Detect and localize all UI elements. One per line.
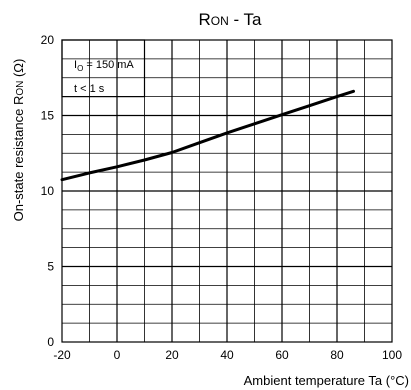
y-axis-label: On-state resistance RON (Ω) bbox=[11, 59, 26, 222]
chart-title: RON - Ta bbox=[198, 10, 262, 29]
x-tick-label: 20 bbox=[165, 348, 179, 362]
y-tick-label: 10 bbox=[41, 184, 55, 198]
x-tick-label: 0 bbox=[114, 348, 121, 362]
x-axis-label: Ambient temperature Ta (°C) bbox=[244, 373, 409, 388]
y-tick-label: 20 bbox=[41, 33, 55, 47]
y-tick-label: 0 bbox=[47, 335, 54, 349]
x-tick-label: 60 bbox=[275, 348, 289, 362]
grid-lines bbox=[62, 40, 392, 342]
annotation-current: IO = 150 mA bbox=[74, 59, 134, 73]
x-tick-label: -20 bbox=[53, 348, 71, 362]
series-line bbox=[60, 89, 355, 182]
x-tick-label: 80 bbox=[330, 348, 344, 362]
y-tick-label: 15 bbox=[41, 109, 55, 123]
plot-frame bbox=[61, 39, 393, 343]
y-tick-label: 5 bbox=[47, 260, 54, 274]
x-tick-label: 100 bbox=[382, 348, 402, 362]
x-tick-label: 40 bbox=[220, 348, 234, 362]
annotation-time: t < 1 s bbox=[74, 83, 105, 95]
